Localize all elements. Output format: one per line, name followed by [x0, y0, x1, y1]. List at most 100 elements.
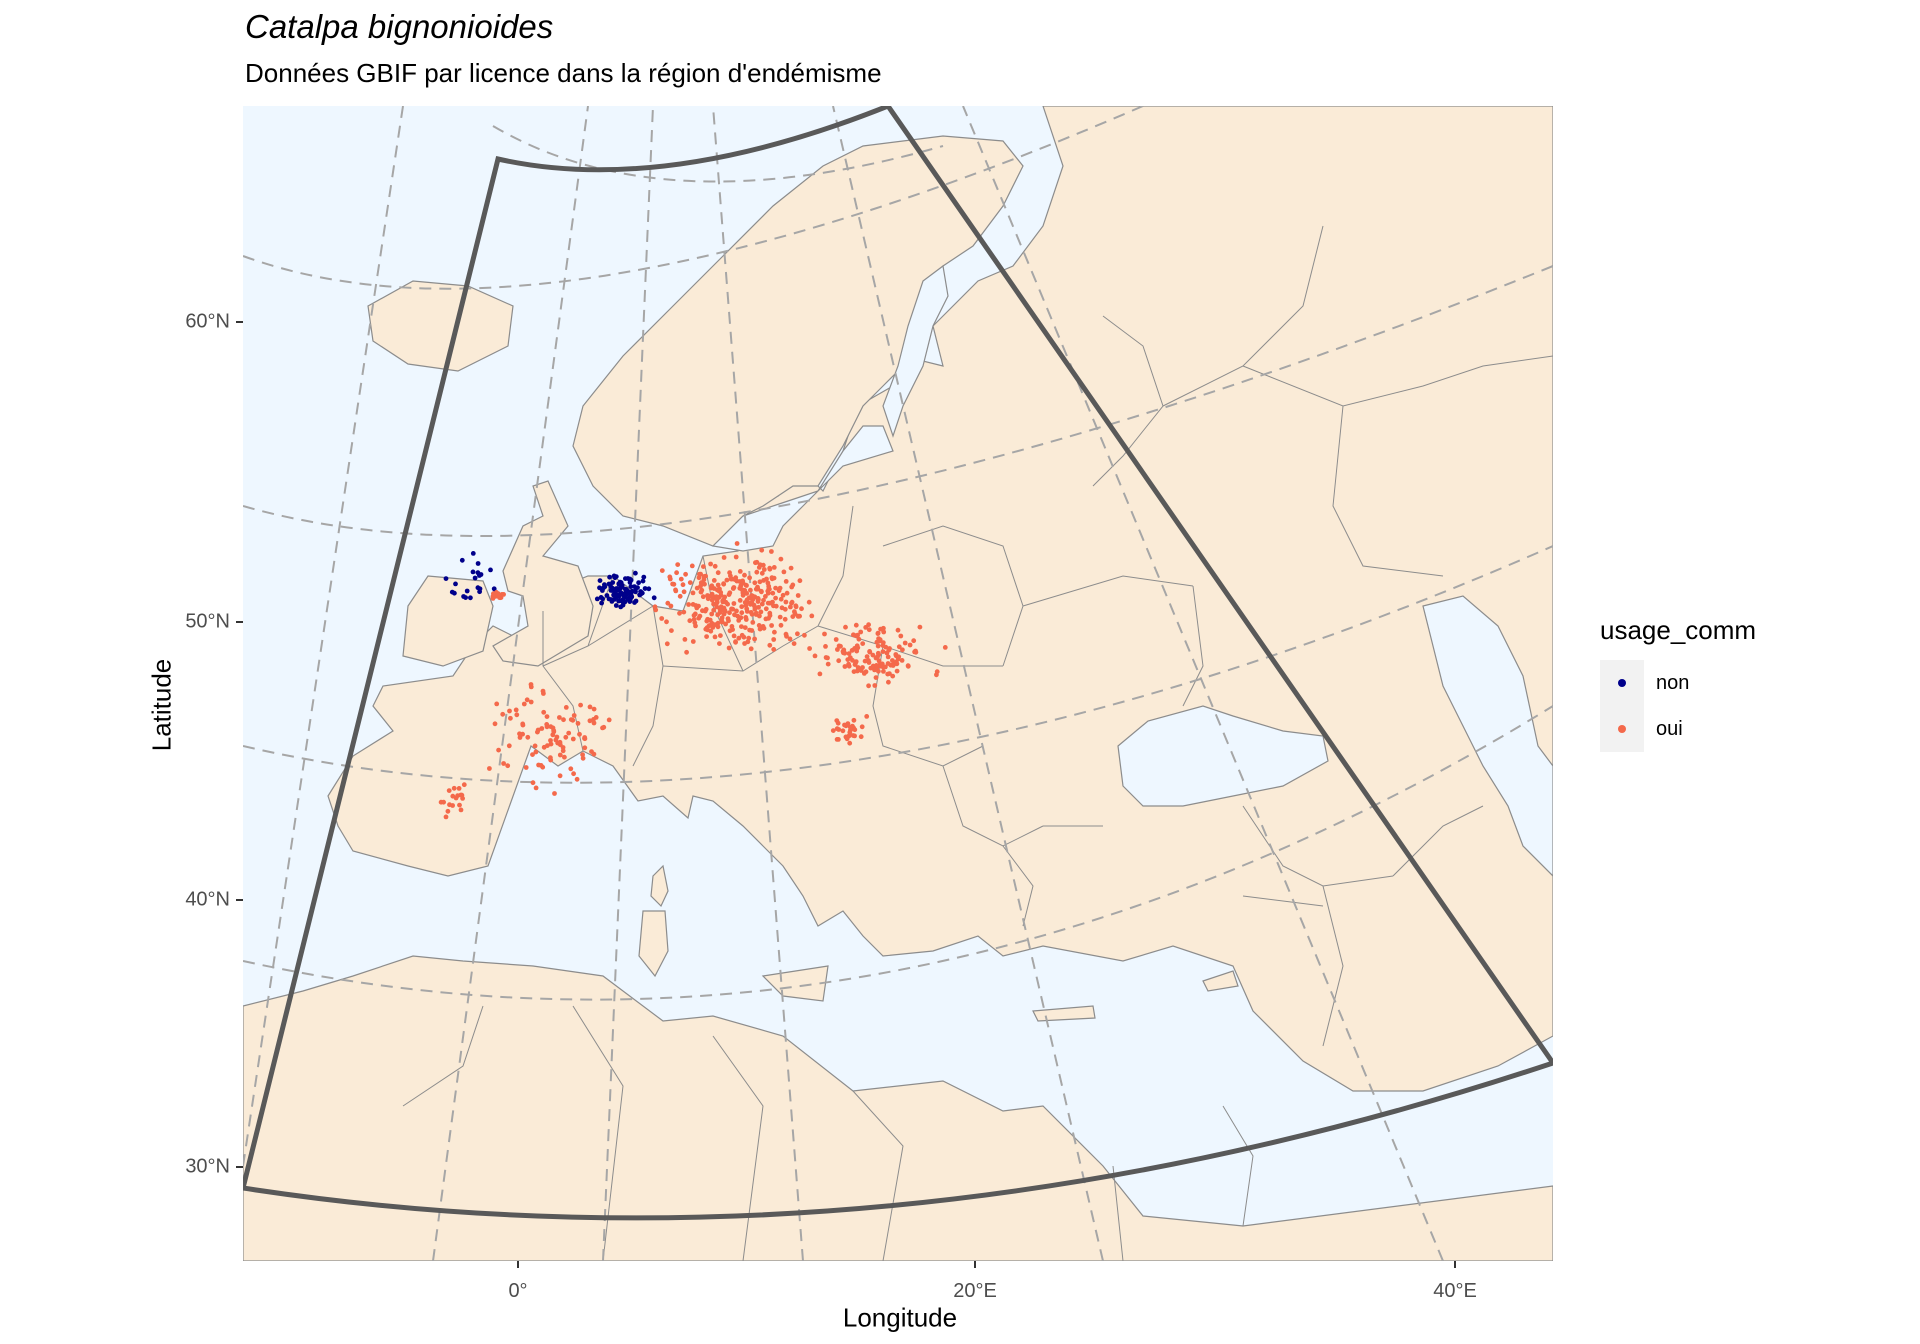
occurrence-point-oui [759, 547, 765, 553]
occurrence-point-oui [752, 580, 758, 586]
occurrence-point-oui [772, 629, 777, 635]
occurrence-point-non [641, 574, 647, 580]
occurrence-point-non [628, 584, 634, 589]
occurrence-point-oui [883, 664, 888, 670]
occurrence-point-oui [789, 599, 795, 605]
occurrence-point-oui [664, 641, 670, 647]
occurrence-point-oui [866, 627, 872, 633]
occurrence-point-oui [790, 582, 796, 588]
x-tick-mark [974, 1261, 976, 1268]
occurrence-point-oui [797, 578, 803, 584]
occurrence-point-oui [778, 596, 784, 602]
occurrence-point-oui [770, 590, 776, 596]
occurrence-point-oui [729, 624, 735, 629]
legend-item-oui[interactable]: oui [1600, 706, 1756, 752]
y-tick-label-60N: 60°N [185, 310, 230, 333]
occurrence-point-oui [767, 565, 773, 571]
occurrence-point-oui [665, 600, 671, 606]
occurrence-point-oui [550, 732, 556, 738]
occurrence-point-oui [535, 729, 540, 735]
occurrence-point-oui [507, 708, 512, 714]
occurrence-point-oui [683, 571, 688, 577]
occurrence-point-non [642, 586, 648, 591]
occurrence-point-oui [587, 718, 593, 724]
map-canvas[interactable] [243, 106, 1553, 1261]
occurrence-point-non [636, 580, 641, 586]
graticule [243, 106, 1553, 1261]
occurrence-point-non [612, 588, 618, 594]
occurrence-point-oui [578, 702, 583, 708]
occurrence-point-oui [761, 567, 767, 572]
occurrence-point-non [597, 578, 603, 583]
occurrence-point-oui [664, 619, 669, 625]
occurrence-point-oui [769, 623, 774, 628]
occurrence-point-oui [574, 776, 580, 782]
occurrence-point-oui [788, 604, 793, 610]
occurrence-point-oui [817, 671, 823, 677]
occurrence-point-oui [720, 607, 726, 613]
legend-item-non[interactable]: non [1600, 660, 1756, 706]
legend-key-non [1600, 660, 1644, 706]
occurrence-point-oui [709, 583, 715, 589]
occurrence-point-oui [711, 578, 717, 583]
occurrence-point-oui [823, 655, 829, 660]
occurrence-point-oui [738, 615, 744, 621]
occurrence-point-oui [580, 752, 585, 758]
occurrence-point-non [635, 585, 640, 590]
occurrence-point-oui [864, 654, 870, 659]
occurrence-point-oui [759, 570, 765, 576]
occurrence-point-non [599, 600, 604, 606]
map-title: Catalpa bignonioides [245, 8, 554, 45]
cyprus-land [1202, 970, 1239, 992]
occurrence-point-oui [591, 706, 597, 712]
occurrence-point-oui [781, 569, 787, 575]
occurrence-point-non [625, 597, 631, 602]
occurrence-point-oui [600, 725, 605, 731]
iceland-land [367, 280, 514, 372]
occurrence-point-oui [670, 581, 675, 587]
occurrence-point-oui [792, 609, 797, 615]
occurrence-point-oui [917, 624, 923, 630]
occurrence-point-non [470, 569, 476, 575]
occurrence-point-oui [754, 569, 760, 575]
occurrence-point-oui [771, 647, 777, 652]
corsica-land [650, 864, 669, 908]
legend-dot-non-icon [1618, 679, 1626, 687]
occurrence-point-oui [704, 634, 709, 639]
occurrence-point-oui [513, 707, 519, 713]
occurrence-point-oui [687, 618, 693, 624]
occurrence-point-oui [553, 737, 559, 743]
occurrence-point-oui [446, 788, 452, 793]
occurrence-point-oui [767, 610, 773, 616]
occurrence-point-oui [778, 622, 784, 628]
occurrence-points [438, 541, 948, 820]
meridian-0 [432, 106, 589, 1261]
occurrence-point-oui [557, 739, 563, 745]
map-panel[interactable] [243, 106, 1553, 1261]
occurrence-point-oui [866, 658, 871, 663]
occurrence-point-oui [763, 606, 769, 612]
occurrence-point-oui [870, 652, 876, 658]
occurrence-point-oui [734, 608, 739, 614]
occurrence-point-oui [742, 572, 747, 578]
occurrence-point-oui [721, 597, 726, 602]
occurrence-point-oui [757, 613, 762, 619]
occurrence-point-oui [548, 755, 553, 761]
endemism-region-outline [243, 106, 1553, 1221]
occurrence-point-non [488, 567, 493, 573]
occurrence-point-oui [700, 594, 706, 600]
occurrence-point-oui [724, 577, 730, 583]
occurrence-point-oui [851, 717, 857, 723]
legend-key-oui [1600, 706, 1644, 752]
occurrence-point-non [617, 598, 623, 604]
meridian-30E [832, 106, 1104, 1261]
occurrence-point-oui [684, 649, 689, 655]
occurrence-point-oui [505, 763, 511, 769]
occurrence-point-oui [795, 593, 801, 598]
occurrence-point-oui [508, 715, 513, 721]
occurrence-point-oui [764, 576, 769, 582]
occurrence-point-oui [708, 561, 713, 567]
caspian-sea [1422, 595, 1553, 877]
occurrence-point-non [449, 589, 455, 595]
occurrence-point-oui [791, 641, 797, 646]
